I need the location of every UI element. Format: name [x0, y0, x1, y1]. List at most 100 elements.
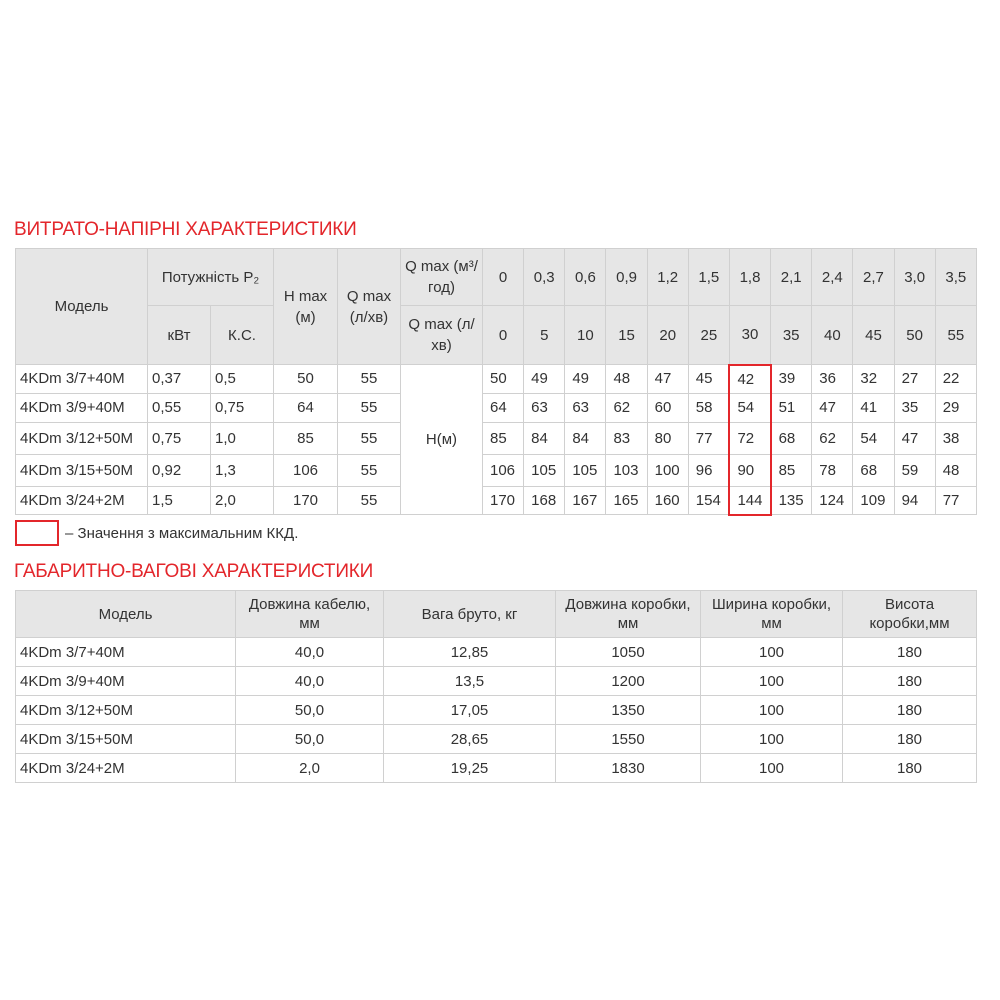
- legend-text: – Значення з максимальним ККД.: [65, 524, 299, 542]
- value-cell: 1350: [555, 695, 701, 725]
- head-cell: 58: [687, 392, 730, 423]
- head-cell: 168: [523, 485, 566, 515]
- model-cell: 4KDm 3/9+40M: [15, 392, 148, 423]
- q-m3-value: 1,2: [646, 248, 689, 306]
- q-m3-value: 2,7: [852, 248, 895, 306]
- table-row: 4KDm 3/9+40M 40,0 13,5 1200 100 180: [15, 666, 977, 696]
- model-cell: 4KDm 3/7+40M: [15, 637, 236, 667]
- value-cell: 100: [700, 666, 843, 696]
- head-cell: 135: [770, 485, 813, 515]
- head-cell-max-efficiency: 54: [728, 392, 772, 423]
- q-m3-value: 2,1: [770, 248, 813, 306]
- value-cell: 1550: [555, 724, 701, 754]
- head-cell: 64: [481, 392, 525, 423]
- value-cell: 13,5: [383, 666, 556, 696]
- head-cell: 54: [852, 421, 895, 455]
- q-lmin-value: 20: [646, 305, 689, 365]
- value-cell: 1830: [555, 753, 701, 783]
- q-m3-value: 1,5: [687, 248, 730, 306]
- dims-header: Ширина коробки, мм: [700, 590, 843, 638]
- value-cell: 180: [842, 637, 977, 667]
- model-cell: 4KDm 3/7+40M: [15, 364, 148, 394]
- q-lmin-value: 40: [811, 305, 854, 365]
- q-lmin-value: 30: [728, 305, 772, 365]
- head-cell: 36: [811, 364, 854, 394]
- head-cell-max-efficiency: 144: [728, 485, 772, 516]
- q-m3-value: 2,4: [811, 248, 854, 306]
- value-cell: 180: [842, 753, 977, 783]
- flow-title: ВИТРАТО-НАПІРНІ ХАРАКТЕРИСТИКИ: [14, 219, 357, 240]
- value-cell: 19,25: [383, 753, 556, 783]
- head-cell: 124: [811, 485, 854, 515]
- head-cell: 48: [934, 453, 978, 487]
- head-cell: 68: [770, 421, 813, 455]
- qmax-cell: 55: [337, 453, 401, 487]
- model-cell: 4KDm 3/12+50M: [15, 695, 236, 725]
- table-row: 4KDm 3/12+50M 0,75 1,0 85 55 85 84 84 83 80 77 72 68…: [15, 421, 978, 455]
- value-cell: 180: [842, 666, 977, 696]
- q-lmin-value: 15: [605, 305, 648, 365]
- head-cell: 63: [564, 392, 607, 423]
- dims-header: Висота коробки,мм: [842, 590, 977, 638]
- kw-cell: 0,55: [147, 392, 211, 423]
- q-lmin-value: 10: [564, 305, 607, 365]
- hp-cell: 0,5: [210, 364, 274, 394]
- head-cell: 170: [481, 485, 525, 515]
- head-cell: 39: [770, 364, 813, 394]
- q-m3-value: 1,8: [728, 248, 772, 306]
- table-row: 4KDm 3/24+2M 2,0 19,25 1830 100 180: [15, 753, 977, 783]
- head-cell: 47: [646, 364, 689, 394]
- head-cell: 94: [893, 485, 936, 515]
- value-cell: 180: [842, 724, 977, 754]
- kw-cell: 1,5: [147, 485, 211, 515]
- head-cell: 160: [646, 485, 689, 515]
- value-cell: 1050: [555, 637, 701, 667]
- head-cell: 60: [646, 392, 689, 423]
- head-cell: 47: [893, 421, 936, 455]
- head-cell: 84: [523, 421, 566, 455]
- value-cell: 2,0: [235, 753, 384, 783]
- value-cell: 180: [842, 695, 977, 725]
- head-cell: 106: [481, 453, 525, 487]
- q-m3-value: 0,3: [523, 248, 566, 306]
- table-row: 4KDm 3/15+50M 0,92 1,3 106 55 106 105 105 103 100…: [15, 453, 978, 487]
- value-cell: 50,0: [235, 695, 384, 725]
- header-q-lmin: Q max (л/хв): [400, 305, 483, 365]
- head-cell: 47: [811, 392, 854, 423]
- model-cell: 4KDm 3/9+40M: [15, 666, 236, 696]
- kw-cell: 0,75: [147, 421, 211, 455]
- head-cell: 49: [564, 364, 607, 394]
- table-row: 4KDm 3/9+40M 0,55 0,75 64 55 64 63 63 62 60 58 54 51…: [15, 392, 978, 423]
- head-cell: 80: [646, 421, 689, 455]
- q-m3-value: 0,6: [564, 248, 607, 306]
- head-cell: 77: [687, 421, 730, 455]
- value-cell: 100: [700, 695, 843, 725]
- dims-header: Довжина коробки, мм: [555, 590, 701, 638]
- hp-cell: 1,0: [210, 421, 274, 455]
- value-cell: 40,0: [235, 637, 384, 667]
- head-cell: 83: [605, 421, 648, 455]
- header-hp: К.С.: [210, 305, 274, 365]
- head-cell: 41: [852, 392, 895, 423]
- head-cell-max-efficiency: 72: [728, 421, 772, 455]
- head-cell: 59: [893, 453, 936, 487]
- head-cell: 68: [852, 453, 895, 487]
- head-cell: 50: [481, 364, 525, 394]
- dims-header: Модель: [15, 590, 236, 638]
- value-cell: 1200: [555, 666, 701, 696]
- head-cell: 105: [523, 453, 566, 487]
- h-label: H(м): [400, 364, 483, 515]
- head-cell: 63: [523, 392, 566, 423]
- head-cell: 51: [770, 392, 813, 423]
- table-row: 4KDm 3/7+40M 40,0 12,85 1050 100 180: [15, 637, 977, 667]
- hp-cell: 0,75: [210, 392, 274, 423]
- head-cell: 96: [687, 453, 730, 487]
- head-cell: 165: [605, 485, 648, 515]
- head-cell: 103: [605, 453, 648, 487]
- table-row: 4KDm 3/15+50M 50,0 28,65 1550 100 180: [15, 724, 977, 754]
- header-kw: кВт: [147, 305, 211, 365]
- table-row: 4KDm 3/24+2M 1,5 2,0 170 55 170 168 167 165 160 15…: [15, 485, 978, 516]
- header-power: Потужність P₂: [147, 248, 274, 306]
- head-cell: 35: [893, 392, 936, 423]
- q-lmin-value: 0: [481, 305, 525, 365]
